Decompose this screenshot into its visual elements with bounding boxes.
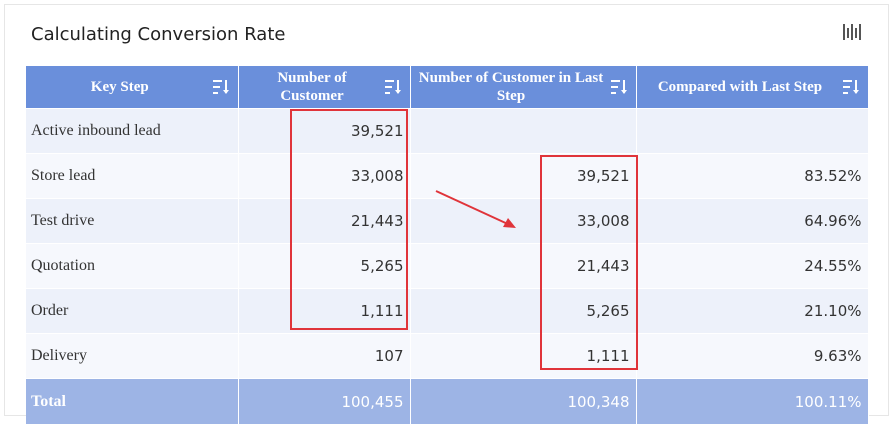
card-title: Calculating Conversion Rate: [31, 24, 285, 45]
table-cell: 21.10%: [636, 289, 868, 334]
table-cell: [636, 109, 868, 154]
sort-icon[interactable]: [212, 79, 230, 95]
column-header[interactable]: Key Step: [26, 66, 238, 109]
data-table: Key Step Number of Customer Number of Cust…: [26, 66, 869, 424]
column-header-text: Number of Customer in Last Step: [419, 70, 603, 104]
column-header[interactable]: Compared with Last Step: [636, 66, 868, 109]
arrow: [430, 185, 520, 235]
sort-icon[interactable]: [842, 79, 860, 95]
table-cell: 83.52%: [636, 154, 868, 199]
column-header-text: Number of Customer: [277, 70, 346, 104]
table-cell: Active inbound lead: [26, 109, 238, 154]
column-header[interactable]: Number of Customer in Last Step: [410, 66, 636, 109]
table-cell: 64.96%: [636, 199, 868, 244]
table-cell: Store lead: [26, 154, 238, 199]
sort-icon[interactable]: [610, 79, 628, 95]
table-cell: 9.63%: [636, 334, 868, 379]
table-cell: 107: [238, 334, 410, 379]
table-cell: Test drive: [26, 199, 238, 244]
column-header[interactable]: Number of Customer: [238, 66, 410, 109]
column-header-text: Compared with Last Step: [658, 79, 822, 95]
table-cell: Order: [26, 289, 238, 334]
table-cell: 24.55%: [636, 244, 868, 289]
chart-icon[interactable]: [842, 22, 862, 42]
highlight-box: [290, 109, 408, 330]
table-cell: 100,348: [410, 379, 636, 424]
column-header-text: Key Step: [91, 79, 149, 95]
sort-icon[interactable]: [384, 79, 402, 95]
highlight-box: [540, 155, 638, 370]
table-cell: Quotation: [26, 244, 238, 289]
table-cell: Delivery: [26, 334, 238, 379]
table-cell: Total: [26, 379, 238, 424]
table-cell: 100,455: [238, 379, 410, 424]
table-cell: 100.11%: [636, 379, 868, 424]
table-cell: [410, 109, 636, 154]
